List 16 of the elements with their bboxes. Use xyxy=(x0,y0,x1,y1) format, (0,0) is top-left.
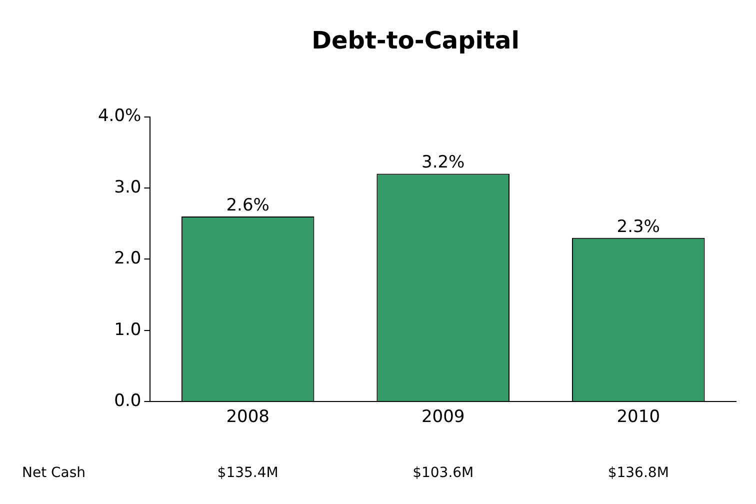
x-tick-label: 2008 xyxy=(226,407,270,428)
y-tick-label: 2.0 xyxy=(114,248,142,269)
x-tick-label: 2010 xyxy=(616,407,660,428)
text: $103.6M xyxy=(412,465,474,482)
y-tick-label: 4.0% xyxy=(98,106,142,126)
text: Net Cash xyxy=(22,465,86,482)
data-label: 3.2% xyxy=(421,152,465,173)
y-tick-label: 1.0 xyxy=(114,320,142,340)
text: $135.4M xyxy=(217,465,278,482)
data-label: 2.6% xyxy=(226,195,270,216)
chart-title: Debt-to-Capital xyxy=(312,26,520,55)
y-tick-label: 3.0 xyxy=(114,177,142,198)
x-tick-label: 2009 xyxy=(421,407,465,428)
data-label: 2.3% xyxy=(616,216,660,237)
text: $136.8M xyxy=(608,465,669,482)
y-tick-label: 0.0 xyxy=(114,391,142,412)
